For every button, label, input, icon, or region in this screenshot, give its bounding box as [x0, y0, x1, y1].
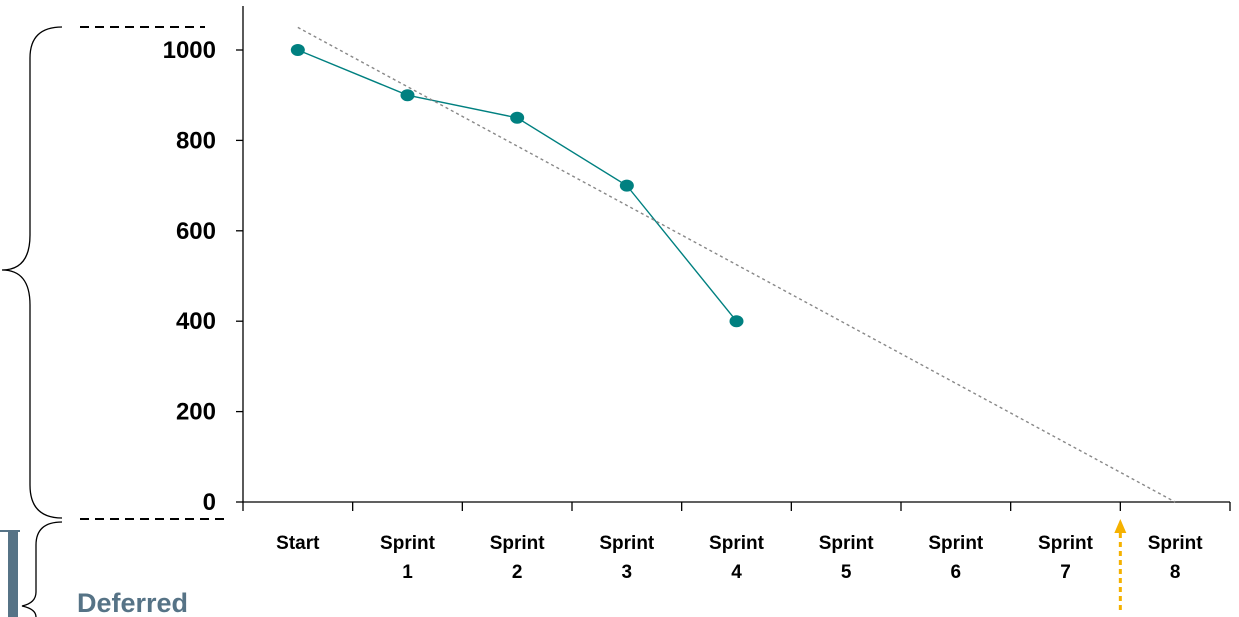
data-point [729, 315, 744, 328]
range-brace [1, 26, 63, 519]
deferred-bar [8, 531, 18, 617]
x-tick-label: Sprint 5 [819, 533, 875, 583]
y-tick-label: 600 [176, 218, 216, 245]
data-point [619, 179, 634, 192]
y-tick-label: 200 [176, 399, 216, 426]
deferred-label: Deferred [77, 588, 188, 617]
x-tick-label: Sprint 6 [928, 533, 984, 583]
y-tick-label: 400 [176, 308, 216, 335]
data-point [290, 44, 305, 56]
y-tick-label: 800 [176, 127, 216, 154]
axes [242, 6, 1230, 503]
trend-line [297, 26, 1176, 503]
x-tick-label: Sprint 4 [709, 533, 765, 583]
series-line [297, 49, 738, 322]
x-tick-label: Sprint 2 [490, 533, 546, 583]
y-tick-label: 0 [203, 489, 216, 516]
x-tick-label: Sprint 1 [380, 533, 436, 583]
x-tick-label: Sprint 7 [1038, 533, 1094, 583]
x-tick-label: Sprint 3 [599, 533, 655, 583]
data-point [400, 89, 415, 102]
y-tick-label: 1000 [163, 37, 216, 64]
data-point [510, 111, 525, 124]
x-axis-ticks: Start Sprint 1 Sprint 2 Sprint 3 Sprint 4 Sprint 5… [242, 502, 1231, 583]
x-tick-label: Start [276, 533, 320, 554]
x-tick-label: Sprint 8 [1148, 533, 1204, 583]
annotations [1114, 519, 1127, 610]
deadline-arrow-head [1114, 519, 1127, 533]
deferred-brace [21, 521, 63, 617]
y-axis-ticks: 0 200 400 600 800 1000 [163, 37, 243, 516]
series-layer [290, 26, 1176, 503]
